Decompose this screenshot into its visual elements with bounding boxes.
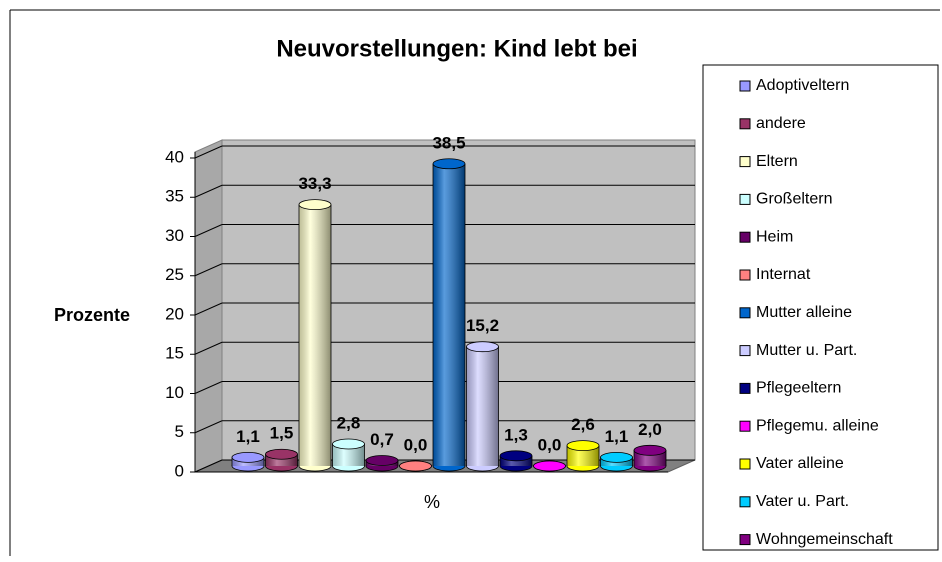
bar-top bbox=[399, 460, 432, 472]
value-label: 1,1 bbox=[236, 427, 260, 446]
bar-shade bbox=[299, 204, 331, 466]
bars: 1,1 1,5 33,3 2,8 0,7 0,0 38,5 15,2 1,3 0,0 2,6 1,1 2… bbox=[231, 133, 667, 472]
bar-top bbox=[265, 448, 298, 460]
legend-swatch bbox=[739, 496, 751, 508]
value-label: 0,0 bbox=[538, 435, 562, 454]
legend-label: Pflegemu. alleine bbox=[756, 417, 879, 434]
grid-line bbox=[194, 459, 223, 473]
y-tick-label: 35 bbox=[165, 187, 184, 206]
legend-label: Wohngemeinschaft bbox=[756, 531, 893, 548]
legend-swatch bbox=[739, 420, 751, 432]
legend-swatch bbox=[739, 156, 751, 168]
legend-label: Vater u. Part. bbox=[756, 493, 849, 510]
bar-top bbox=[466, 341, 499, 353]
y-tick-label: 20 bbox=[165, 304, 184, 323]
legend-label: Eltern bbox=[756, 153, 798, 170]
value-label: 38,5 bbox=[432, 133, 465, 152]
grid-line bbox=[194, 420, 223, 434]
value-label: 1,3 bbox=[504, 425, 528, 444]
x-tick-label: % bbox=[424, 492, 440, 512]
bar-top bbox=[499, 450, 533, 462]
y-tick-label: 25 bbox=[165, 265, 184, 284]
legend-items: Adoptiveltern andere Eltern Großeltern Heim I… bbox=[739, 77, 893, 548]
value-label: 2,0 bbox=[638, 420, 662, 439]
legend-swatch bbox=[739, 458, 751, 470]
value-label: 2,8 bbox=[337, 414, 361, 433]
y-tick-label: 5 bbox=[175, 422, 184, 441]
legend-swatch bbox=[739, 534, 751, 546]
grid-line bbox=[194, 302, 223, 316]
legend-swatch bbox=[739, 345, 751, 357]
bar-top bbox=[298, 199, 332, 210]
y-axis-label: Prozente bbox=[54, 305, 130, 325]
bar-shade bbox=[466, 346, 499, 466]
legend-swatch bbox=[739, 307, 751, 319]
legend-label: andere bbox=[756, 115, 806, 132]
legend-label: Adoptiveltern bbox=[756, 77, 849, 94]
value-label: 0,7 bbox=[370, 430, 394, 449]
legend-label: Vater alleine bbox=[756, 455, 844, 472]
legend-swatch bbox=[739, 193, 751, 205]
grid-line bbox=[194, 145, 223, 159]
bar-top bbox=[533, 460, 566, 472]
value-label: 1,5 bbox=[270, 424, 294, 443]
legend-label: Großeltern bbox=[756, 191, 832, 208]
y-tick-label: 40 bbox=[165, 147, 184, 166]
bar-top bbox=[432, 158, 466, 170]
chart-title: Neuvorstellungen: Kind lebt bei bbox=[276, 35, 637, 62]
legend-swatch bbox=[739, 269, 751, 281]
legend-label: Internat bbox=[756, 266, 811, 283]
y-tick-label: 0 bbox=[175, 461, 184, 480]
bar-shade bbox=[433, 163, 465, 466]
bar-top bbox=[566, 440, 600, 451]
grid-line bbox=[194, 263, 223, 277]
value-label: 0,0 bbox=[404, 435, 428, 454]
bar-shade bbox=[265, 454, 298, 466]
legend-swatch bbox=[739, 118, 751, 130]
bar-top bbox=[231, 451, 265, 463]
value-label: 1,1 bbox=[605, 427, 629, 446]
bar-top bbox=[633, 444, 667, 456]
legend-label: Heim bbox=[756, 228, 793, 245]
value-label: 2,6 bbox=[571, 415, 595, 434]
grid-line bbox=[194, 224, 223, 237]
value-label: 15,2 bbox=[466, 316, 499, 335]
y-tick-label: 10 bbox=[165, 383, 184, 402]
bar-top bbox=[365, 455, 399, 466]
grid-line bbox=[194, 381, 223, 394]
legend-swatch bbox=[739, 382, 751, 394]
y-tick-label: 15 bbox=[165, 344, 184, 363]
bar-top bbox=[600, 451, 633, 463]
legend-label: Mutter alleine bbox=[756, 304, 852, 321]
bar-shade bbox=[332, 444, 365, 466]
bar-top bbox=[332, 438, 365, 450]
bar-shade bbox=[567, 445, 599, 466]
legend-label: Pflegeeltern bbox=[756, 380, 841, 397]
legend-swatch bbox=[739, 231, 751, 243]
legend-swatch bbox=[739, 80, 751, 92]
value-label: 33,3 bbox=[298, 174, 331, 193]
legend-label: Mutter u. Part. bbox=[756, 342, 857, 359]
grid-line bbox=[194, 341, 223, 355]
y-tick-label: 30 bbox=[165, 226, 184, 245]
grid-line bbox=[194, 184, 223, 198]
